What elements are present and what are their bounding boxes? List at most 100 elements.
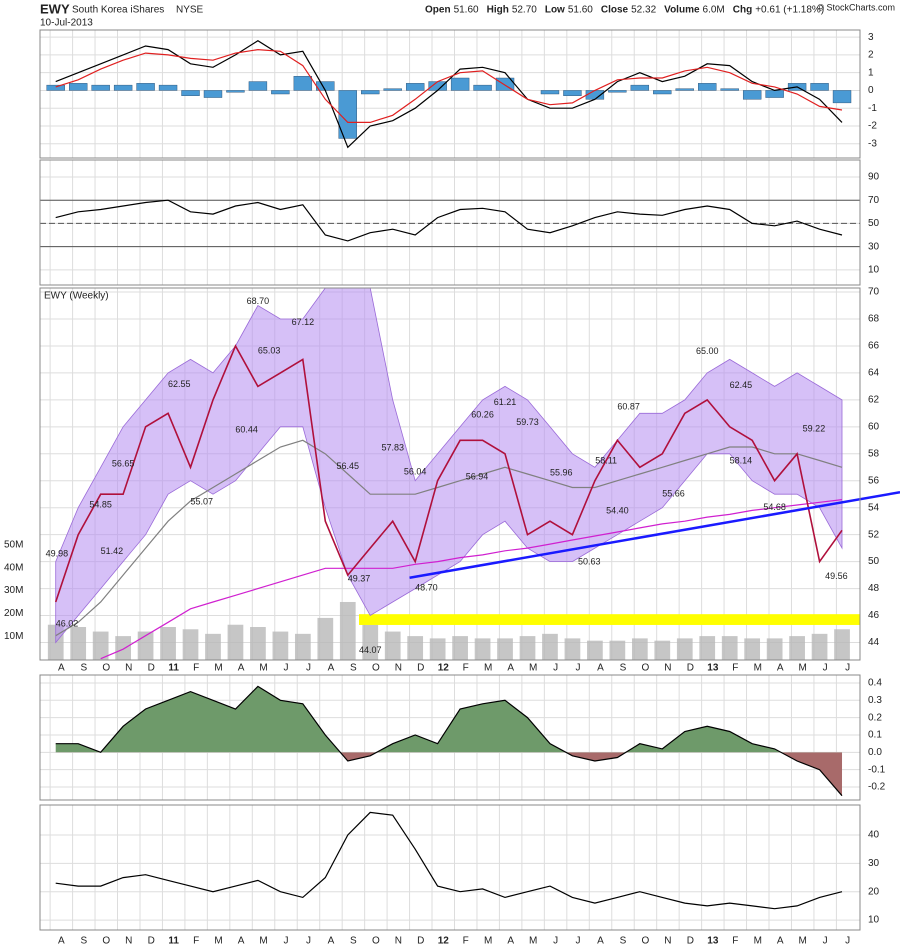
x-tick-label: F [463, 936, 469, 947]
histogram-bar [832, 90, 852, 104]
histogram-bar [630, 84, 650, 91]
x-tick-label: 13 [707, 663, 719, 674]
negative-area [340, 752, 843, 796]
stat-value: 52.32 [631, 5, 656, 16]
panel-frame [39, 804, 861, 931]
histogram-bar [158, 84, 178, 91]
x-tick-label: O [102, 936, 110, 947]
y-tick-label: 3 [868, 32, 874, 43]
volume-bar [227, 624, 244, 660]
x-tick-label: J [823, 936, 828, 947]
x-tick-label: S [80, 663, 87, 674]
x-tick-label: A [58, 936, 65, 947]
x-tick-label: N [395, 936, 402, 947]
x-tick-label: J [284, 663, 289, 674]
volume-bar [182, 629, 199, 660]
y-tick-label: -0.1 [868, 764, 886, 775]
histogram-bar [450, 77, 470, 91]
x-tick-label: A [58, 663, 65, 674]
stat-value: 51.60 [454, 5, 479, 16]
x-tick-label: A [328, 663, 335, 674]
volume-bar [766, 638, 783, 660]
price-label: 62.45 [730, 380, 753, 390]
price-label: 60.44 [235, 424, 258, 434]
x-tick-label: 11 [168, 663, 179, 674]
y-tick-label: 44 [868, 637, 880, 648]
price-label: 54.40 [606, 506, 629, 516]
y-tick-label: -2 [868, 121, 877, 132]
price-label: 68.70 [247, 296, 270, 306]
panel [40, 30, 860, 158]
volume-tick-label: 50M [4, 540, 23, 551]
line [55, 811, 843, 910]
volume-bar [272, 631, 289, 660]
x-tick-label: F [732, 936, 738, 947]
price-label: 59.22 [803, 424, 826, 434]
histogram-bar [271, 90, 290, 95]
x-tick-label: A [507, 663, 514, 674]
volume-bar [160, 627, 176, 660]
price-label: 55.07 [190, 497, 213, 507]
y-tick-label: 10 [868, 915, 880, 926]
volume-bar [474, 638, 491, 660]
histogram-bar [405, 83, 425, 91]
y-tick-label: 50 [868, 218, 880, 229]
name: South Korea iShares [72, 5, 164, 16]
price-label: 61.21 [494, 397, 517, 407]
volume-bar [294, 633, 311, 660]
volume-bar [250, 627, 266, 660]
histogram-bar [765, 90, 784, 98]
line [55, 199, 843, 242]
x-tick-label: D [148, 663, 155, 674]
symbol: EWY [40, 1, 70, 16]
trendline [409, 490, 900, 580]
price-label: 49.37 [348, 573, 371, 583]
x-tick-label: F [193, 936, 199, 947]
x-tick-label: M [214, 936, 222, 947]
volume-tick-label: 30M [4, 585, 23, 596]
stat-label: Low [545, 5, 565, 16]
y-tick-label: 52 [868, 529, 880, 540]
price-label: 62.55 [168, 379, 191, 389]
y-tick-label: 40 [868, 830, 880, 841]
stat-label: Chg [733, 5, 752, 16]
x-tick-label: M [529, 663, 537, 674]
price-label: 56.04 [404, 467, 427, 477]
price-label: 50.63 [578, 556, 601, 566]
volume-bar [384, 631, 401, 660]
line [100, 499, 843, 660]
histogram-bar [540, 90, 560, 95]
x-tick-label: N [664, 663, 671, 674]
y-tick-label: 30 [868, 858, 880, 869]
x-tick-label: S [350, 936, 357, 947]
volume-tick-label: 10M [4, 631, 23, 642]
x-tick-label: J [284, 936, 289, 947]
y-tick-label: 2 [868, 50, 874, 61]
copyright: © StockCharts.com [817, 2, 895, 12]
volume-bar [339, 601, 356, 660]
price-label: 48.70 [415, 583, 438, 593]
x-tick-label: 12 [438, 663, 450, 674]
y-tick-label: 56 [868, 475, 880, 486]
histogram-bar [361, 90, 380, 95]
volume-bar [542, 633, 558, 660]
price-label: 65.03 [258, 345, 281, 355]
x-tick-label: M [754, 663, 762, 674]
volume-tick-label: 40M [4, 562, 23, 573]
histogram-bar [293, 76, 313, 91]
x-tick-label: F [463, 663, 469, 674]
panel [40, 288, 860, 660]
x-tick-label: D [687, 936, 694, 947]
price-label: 55.96 [550, 468, 573, 478]
volume-bar [721, 636, 738, 660]
volume-bar [811, 633, 828, 660]
y-tick-label: 0.2 [868, 712, 882, 723]
price-label: 58.14 [730, 455, 753, 465]
x-tick-label: D [417, 936, 424, 947]
y-tick-label: 70 [868, 195, 880, 206]
y-tick-label: 50 [868, 556, 880, 567]
x-tick-label: M [484, 663, 492, 674]
panel [40, 805, 860, 930]
x-tick-label: A [238, 936, 245, 947]
volume-bar [654, 640, 671, 660]
